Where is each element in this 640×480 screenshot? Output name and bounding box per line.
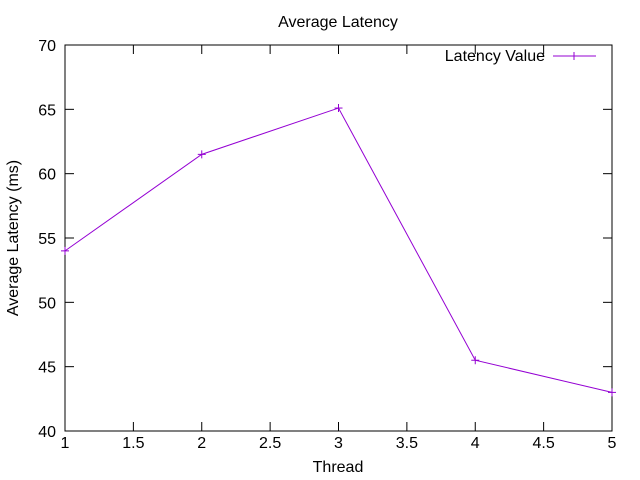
x-tick-label: 2 [197,435,206,452]
y-tick-label: 55 [38,231,56,248]
x-axis-label: Thread [313,459,364,476]
x-tick-label: 2.5 [259,435,281,452]
chart-title: Average Latency [278,14,398,31]
x-tick-label: 1 [61,435,70,452]
y-axis-label: Average Latency (ms) [5,160,22,316]
legend: Latency Value [445,48,596,65]
x-tick-label: 3 [334,435,343,452]
data-point-marker [608,388,616,397]
x-axis-ticks: 1 1.5 2 2.5 3 3.5 4 4.5 5 [61,45,617,452]
series-line [64,107,613,393]
y-tick-label: 65 [38,102,56,119]
data-point-marker [197,150,206,159]
x-tick-label: 4.5 [533,435,555,452]
x-tick-label: 5 [608,435,617,452]
data-point-marker [334,104,343,113]
y-axis-ticks: 40 45 50 55 60 65 70 [38,38,612,441]
y-tick-label: 45 [38,360,56,377]
y-tick-label: 60 [38,167,56,184]
y-tick-label: 70 [38,38,56,55]
x-tick-label: 4 [471,435,480,452]
x-tick-label: 3.5 [396,435,418,452]
data-point-marker [61,246,69,255]
series-layer [61,104,616,397]
data-point-marker [471,356,480,365]
legend-label: Latency Value [445,48,545,65]
y-tick-label: 50 [38,295,56,312]
y-tick-label: 40 [38,424,56,441]
x-tick-label: 1.5 [122,435,144,452]
legend-marker [570,52,578,60]
